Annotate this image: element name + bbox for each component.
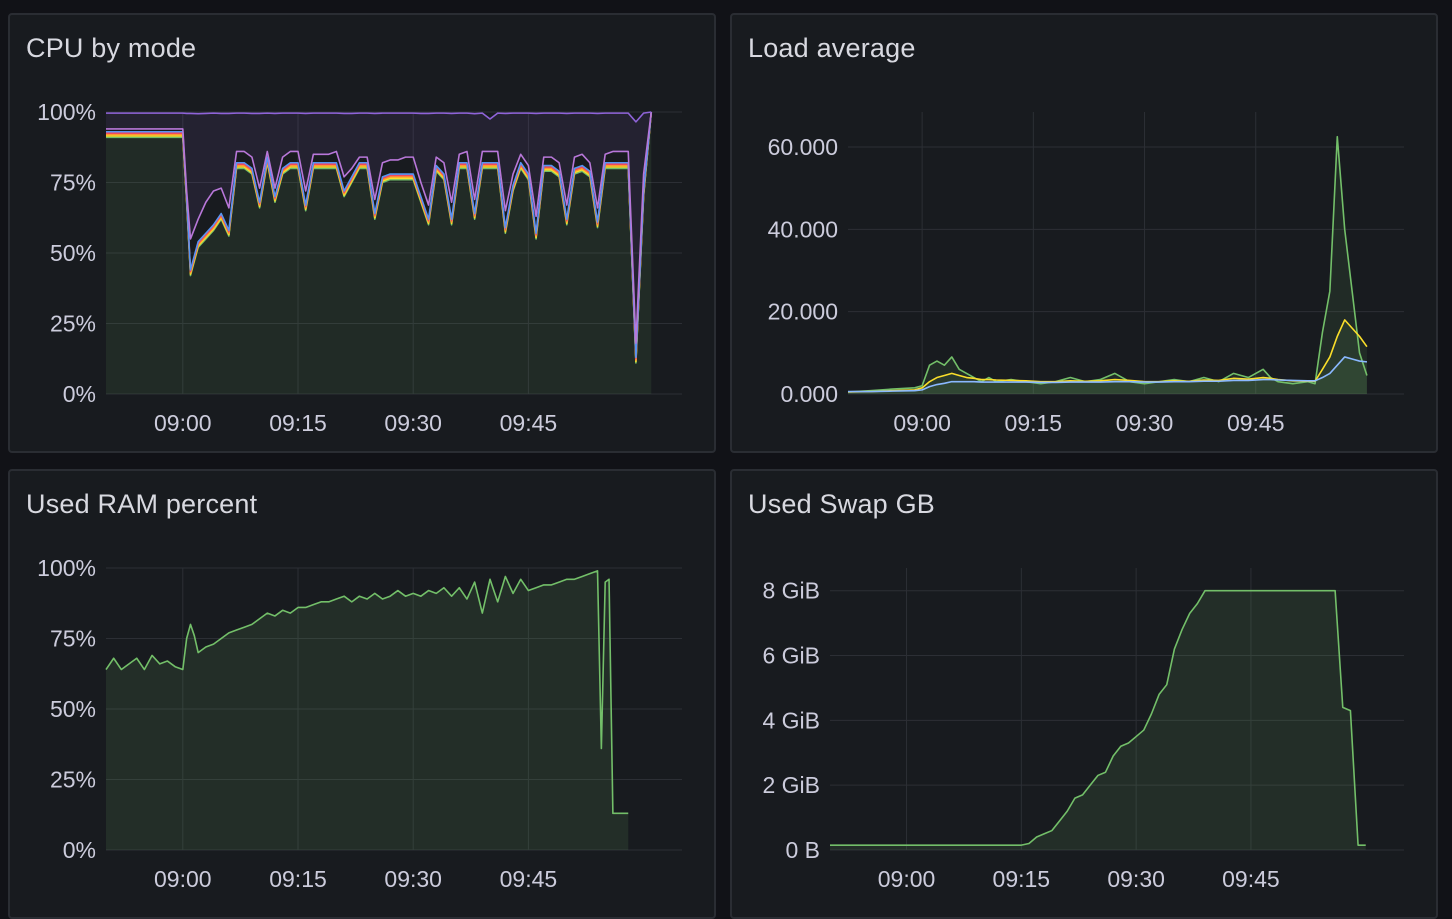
- y-tick-label: 25%: [50, 311, 96, 337]
- softirq-series-line[interactable]: [106, 111, 653, 359]
- load1-area: [848, 136, 1367, 394]
- x-tick-label: 09:00: [893, 410, 951, 436]
- x-tick-label: 09:00: [154, 410, 212, 436]
- swap-chart[interactable]: 8 GiB 6 GiB 4 GiB 2 GiB 0 B 09:00 09:15 09:30 09…: [732, 471, 1436, 917]
- x-tick-label: 09:45: [500, 866, 558, 892]
- x-tick-label: 09:00: [154, 866, 212, 892]
- x-tick-label: 09:45: [500, 410, 558, 436]
- x-tick-label: 09:30: [1107, 866, 1165, 892]
- load15-area: [848, 356, 1367, 394]
- x-tick-label: 09:00: [878, 866, 936, 892]
- y-tick-label: 50%: [50, 696, 96, 722]
- cpu-chart[interactable]: 100% 75% 50% 25% 0% 09:00 09:15 09:30 09:45: [10, 15, 714, 451]
- x-tick-label: 09:15: [269, 866, 327, 892]
- x-tick-label: 09:45: [1227, 410, 1285, 436]
- y-tick-label: 0.000: [780, 381, 838, 407]
- y-tick-label: 20.000: [768, 299, 838, 325]
- y-tick-label: 100%: [37, 99, 96, 125]
- used-series-line[interactable]: [105, 570, 629, 815]
- x-tick-label: 09:15: [269, 410, 327, 436]
- y-tick-label: 0 B: [785, 837, 820, 863]
- y-tick-label: 60.000: [768, 134, 838, 160]
- x-tick-label: 09:45: [1222, 866, 1280, 892]
- y-tick-label: 75%: [50, 626, 96, 652]
- y-tick-label: 8 GiB: [762, 578, 820, 604]
- y-tick-label: 0%: [63, 381, 96, 407]
- panel-used-swap-gb[interactable]: Used Swap GB 8 GiB 6 GiB 4 GiB 2 GiB 0 B 09:0…: [730, 469, 1438, 919]
- x-tick-label: 09:30: [1116, 410, 1174, 436]
- idle-area: [106, 112, 652, 344]
- y-tick-label: 25%: [50, 767, 96, 793]
- panel-title[interactable]: Used Swap GB: [748, 489, 935, 519]
- y-tick-label: 0%: [63, 837, 96, 863]
- y-tick-label: 40.000: [768, 216, 838, 242]
- y-tick-label: 100%: [37, 555, 96, 581]
- panel-load-average[interactable]: Load average 60.000 40.000 20.000 0.000 09:0…: [730, 13, 1438, 453]
- swap-area: [830, 590, 1366, 850]
- load15-series-line[interactable]: [848, 356, 1368, 393]
- y-tick-label: 4 GiB: [762, 707, 820, 733]
- swap-series-line[interactable]: [830, 589, 1366, 846]
- user-area: [106, 112, 652, 394]
- panel-title[interactable]: Load average: [748, 33, 916, 63]
- ram-chart[interactable]: 100% 75% 50% 25% 0% 09:00 09:15 09:30 09:45: [10, 471, 714, 917]
- panel-title[interactable]: CPU by mode: [26, 33, 197, 63]
- panel-used-ram-percent[interactable]: Used RAM percent 100% 75% 50% 25% 0% 09:00 09:…: [8, 469, 716, 919]
- load5-area: [848, 319, 1367, 394]
- x-tick-label: 09:15: [1005, 410, 1063, 436]
- steal-series-line[interactable]: [106, 111, 653, 345]
- used-area: [106, 570, 629, 850]
- load-chart[interactable]: 60.000 40.000 20.000 0.000 09:00 09:15 09:30 09…: [732, 15, 1436, 451]
- x-tick-label: 09:30: [384, 410, 442, 436]
- load1-series-line[interactable]: [847, 135, 1368, 393]
- y-tick-label: 75%: [50, 170, 96, 196]
- x-tick-label: 09:30: [384, 866, 442, 892]
- idle-series-line[interactable]: [106, 111, 652, 123]
- x-tick-label: 09:15: [993, 866, 1051, 892]
- panel-title[interactable]: Used RAM percent: [26, 489, 258, 519]
- y-tick-label: 50%: [50, 240, 96, 266]
- panel-cpu-by-mode[interactable]: CPU by mode 100% 75% 50% 25% 0% 09:00 09:15 09:…: [8, 13, 716, 453]
- y-tick-label: 6 GiB: [762, 643, 820, 669]
- y-tick-label: 2 GiB: [762, 772, 820, 798]
